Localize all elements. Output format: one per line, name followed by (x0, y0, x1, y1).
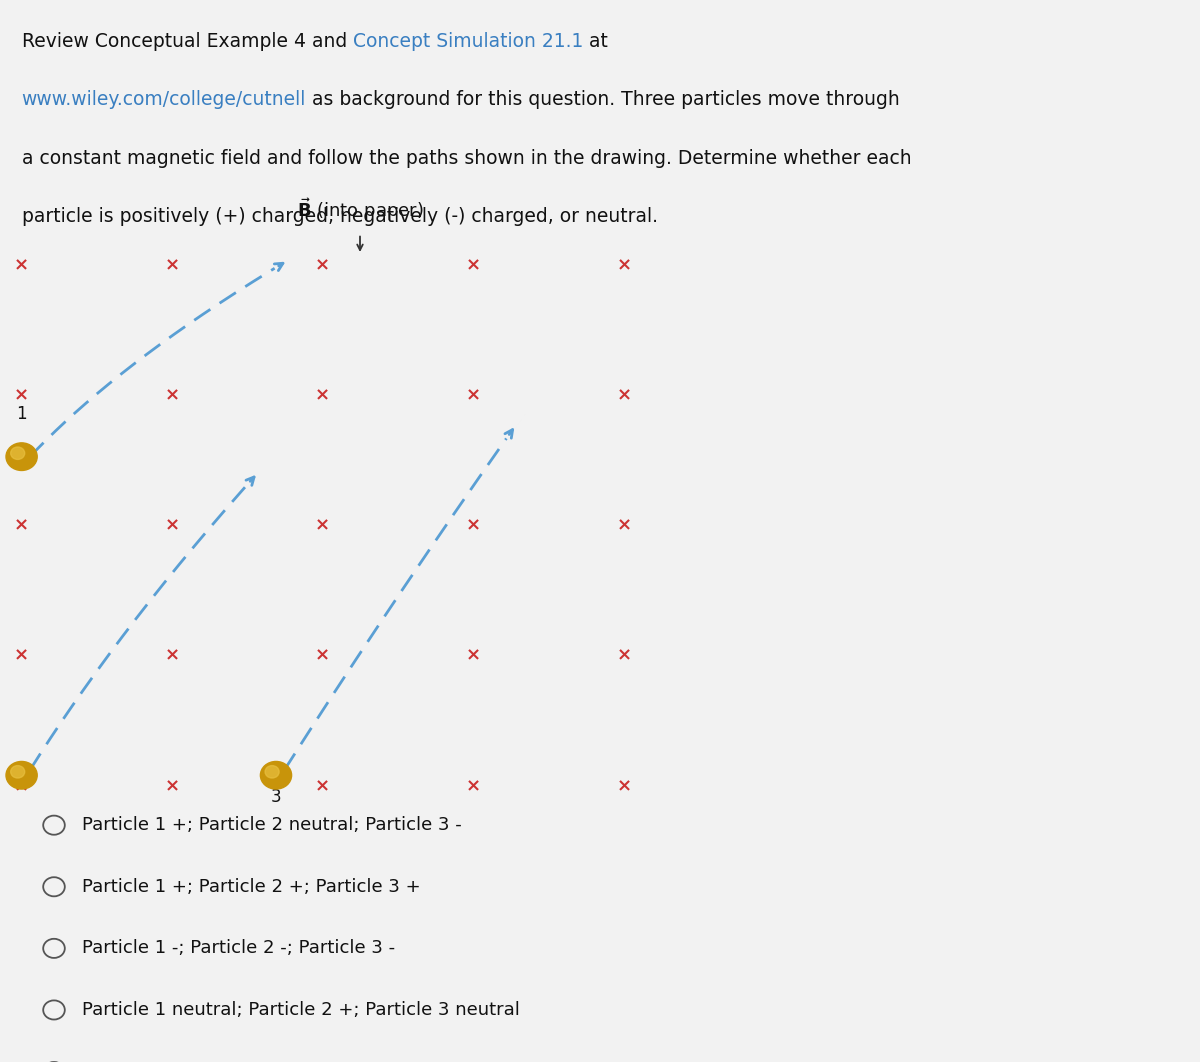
Text: ×: × (316, 257, 330, 274)
Text: Particle 1 +; Particle 2 neutral; Particle 3 -: Particle 1 +; Particle 2 neutral; Partic… (82, 817, 461, 834)
Text: ×: × (164, 647, 180, 665)
Text: ×: × (14, 517, 29, 534)
Text: Particle 1 +; Particle 2 +; Particle 3 +: Particle 1 +; Particle 2 +; Particle 3 + (82, 878, 420, 895)
Text: www.wiley.com/college/cutnell: www.wiley.com/college/cutnell (22, 90, 306, 109)
Text: ×: × (14, 647, 29, 665)
Text: Concept Simulation 21.1: Concept Simulation 21.1 (353, 32, 583, 51)
Circle shape (260, 761, 292, 789)
Text: as background for this question. Three particles move through: as background for this question. Three p… (306, 90, 900, 109)
Text: $\mathbf{\vec{B}}$ (into paper): $\mathbf{\vec{B}}$ (into paper) (296, 196, 424, 223)
Text: ×: × (617, 387, 631, 405)
Text: ×: × (617, 257, 631, 274)
Text: 3: 3 (271, 788, 281, 805)
Circle shape (6, 761, 37, 789)
Circle shape (6, 443, 37, 470)
Text: at: at (583, 32, 608, 51)
Text: ×: × (466, 387, 481, 405)
Text: Review Conceptual Example 4 and: Review Conceptual Example 4 and (22, 32, 353, 51)
Text: ×: × (466, 647, 481, 665)
Text: ×: × (14, 257, 29, 274)
Text: ×: × (466, 257, 481, 274)
Text: particle is positively (+) charged, negatively (-) charged, or neutral.: particle is positively (+) charged, nega… (22, 207, 658, 226)
Circle shape (11, 447, 25, 460)
Text: ×: × (164, 777, 180, 794)
Text: ×: × (14, 387, 29, 405)
Text: ×: × (466, 777, 481, 794)
Circle shape (11, 766, 25, 778)
Text: ×: × (316, 387, 330, 405)
Text: ×: × (617, 517, 631, 534)
Text: ×: × (164, 257, 180, 274)
Text: ×: × (617, 647, 631, 665)
Text: Particle 1 -; Particle 2 -; Particle 3 -: Particle 1 -; Particle 2 -; Particle 3 - (82, 940, 395, 957)
Text: ×: × (617, 777, 631, 794)
Text: Particle 1 neutral; Particle 2 +; Particle 3 neutral: Particle 1 neutral; Particle 2 +; Partic… (82, 1001, 520, 1018)
Text: ×: × (14, 777, 29, 794)
Text: ×: × (316, 517, 330, 534)
Text: ×: × (164, 387, 180, 405)
Text: 1: 1 (17, 406, 26, 423)
Text: ×: × (466, 517, 481, 534)
Text: ×: × (164, 517, 180, 534)
Text: ×: × (316, 777, 330, 794)
Text: a constant magnetic field and follow the paths shown in the drawing. Determine w: a constant magnetic field and follow the… (22, 149, 911, 168)
Circle shape (265, 766, 280, 778)
Text: ×: × (316, 647, 330, 665)
